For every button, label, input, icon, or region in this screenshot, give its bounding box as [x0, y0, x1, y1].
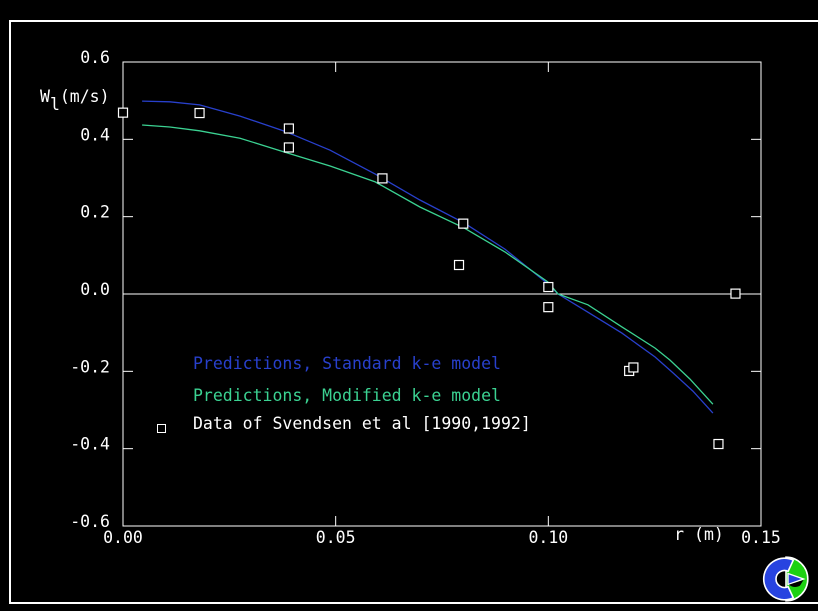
- data-point-square: [283, 123, 294, 134]
- legend-item-data-series: Data of Svendsen et al [1990,1992]: [193, 414, 531, 433]
- y-axis-title-base: W: [40, 87, 50, 106]
- data-point-square: [543, 302, 554, 313]
- y-axis-title: Wl(m/s): [40, 87, 110, 114]
- y-tick-label: 0.6: [80, 48, 110, 67]
- data-point-square: [117, 107, 129, 118]
- x-tick-label: 0.05: [316, 528, 356, 547]
- y-tick-label: -0.4: [70, 435, 110, 454]
- logo-blue-c: [762, 557, 795, 601]
- y-axis-title-units: (m/s): [59, 87, 110, 106]
- logo-blue-beak: [787, 572, 806, 586]
- data-point-square: [543, 281, 554, 293]
- app-logo: [762, 556, 809, 602]
- data-point-square: [713, 438, 724, 450]
- legend-marker-square: [157, 424, 166, 433]
- y-axis-title-subscript: l: [49, 95, 60, 114]
- x-tick-label: 0.00: [103, 528, 143, 547]
- series-line: [142, 100, 714, 414]
- data-point-square: [283, 142, 294, 153]
- data-point-square: [377, 173, 388, 184]
- window-frame: [9, 20, 818, 604]
- y-tick-label: 0.2: [80, 203, 110, 222]
- y-tick-label: 0.0: [80, 280, 110, 299]
- data-point-square: [628, 362, 639, 373]
- x-axis-title: r (m): [674, 525, 724, 544]
- y-tick-label: 0.4: [80, 125, 110, 144]
- x-tick-label: 0.10: [528, 528, 568, 547]
- logo-black-swirl: [789, 580, 804, 587]
- data-point-square: [194, 107, 205, 119]
- data-point-square: [730, 288, 741, 299]
- data-point-square: [453, 259, 465, 271]
- legend-item-standard-model: Predictions, Standard k-e model: [193, 354, 501, 373]
- x-tick-label: 0.15: [741, 528, 781, 547]
- legend-item-modified-model: Predictions, Modified k-e model: [193, 386, 501, 405]
- series-line: [142, 124, 714, 405]
- y-tick-label: -0.2: [70, 357, 110, 376]
- y-tick-label: -0.6: [70, 512, 110, 531]
- data-point-square: [458, 218, 469, 229]
